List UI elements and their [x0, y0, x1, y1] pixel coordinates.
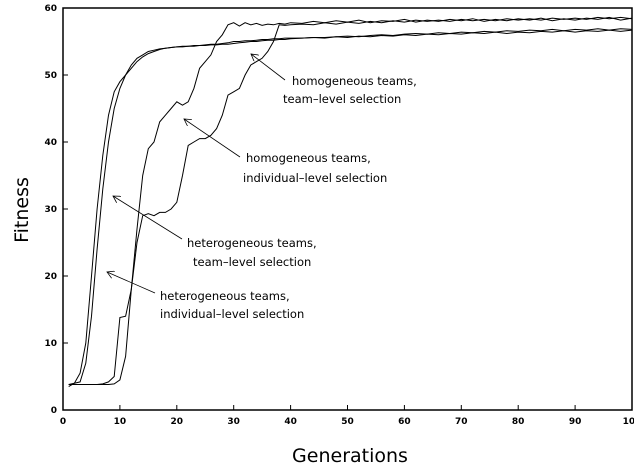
annotation: individual–level selection — [243, 171, 387, 185]
annotation: individual–level selection — [160, 307, 304, 321]
annotation-arrow — [184, 119, 241, 158]
x-tick-label: 40 — [284, 417, 297, 427]
x-tick-label: 10 — [114, 417, 127, 427]
annotation-arrow — [107, 272, 156, 294]
x-tick-label: 0 — [60, 417, 66, 427]
y-tick-label: 0 — [51, 406, 57, 416]
x-tick-label: 30 — [227, 417, 240, 427]
x-tick-label: 80 — [512, 417, 525, 427]
annotation: heterogeneous teams, — [160, 289, 290, 303]
x-tick-label: 60 — [398, 417, 411, 427]
annotation: team–level selection — [193, 255, 311, 269]
x-tick-label: 100 — [623, 417, 634, 427]
y-tick-label: 50 — [44, 71, 57, 81]
annotation-arrow — [113, 196, 183, 240]
annotation: homogeneous teams, — [292, 74, 417, 88]
x-tick-label: 90 — [569, 417, 582, 427]
annotation: heterogeneous teams, — [187, 236, 317, 250]
y-axis-label: Fitness — [11, 177, 33, 243]
y-tick-label: 30 — [44, 205, 57, 215]
series-line — [68, 16, 633, 385]
annotation: team–level selection — [283, 92, 401, 106]
annotation: homogeneous teams, — [246, 151, 371, 165]
x-tick-label: 50 — [341, 417, 354, 427]
plot-frame — [62, 7, 633, 411]
y-tick-label: 10 — [44, 339, 57, 349]
x-tick-label: 20 — [171, 417, 184, 427]
y-tick-label: 20 — [44, 272, 57, 282]
annotation-arrow — [251, 54, 286, 81]
x-axis-label: Generations — [292, 445, 408, 467]
x-tick-label: 70 — [455, 417, 468, 427]
series-line — [68, 16, 633, 385]
y-tick-label: 60 — [44, 4, 57, 14]
series-line — [68, 28, 633, 385]
series-line — [68, 29, 633, 388]
y-tick-label: 40 — [44, 138, 57, 148]
